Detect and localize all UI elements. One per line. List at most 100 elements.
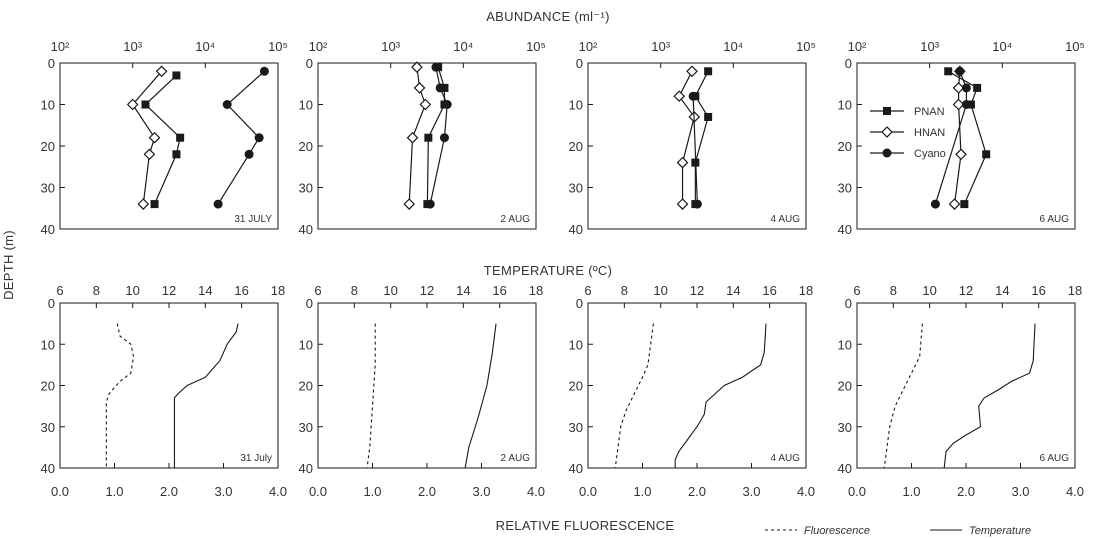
x-tick-label: 16: [234, 283, 248, 298]
y-tick-label: 40: [569, 461, 583, 476]
y-tick-label: 20: [299, 139, 313, 154]
data-point-cyano: [930, 199, 940, 209]
x-tick-label: 2.0: [160, 484, 178, 499]
data-point-pnan: [960, 200, 969, 209]
data-point-cyano: [244, 149, 254, 159]
y-tick-label: 0: [48, 56, 55, 71]
data-point-hnan: [406, 131, 419, 144]
x-tick-label: 10²: [579, 39, 598, 54]
y-tick-label: 20: [569, 139, 583, 154]
legend-marker: [882, 148, 892, 158]
abundance-panel: 0 10 20 30 40 10² 10³ 10⁴ 10⁵ 6 AUG: [838, 39, 1085, 237]
data-point-pnan: [172, 150, 181, 159]
x-tick-label: 18: [799, 283, 813, 298]
data-point-hnan: [952, 98, 965, 111]
x-tick-label: 4.0: [269, 484, 287, 499]
profile-panel: 0 10 20 30 40 6 8 10 12 14 16 18 0.0 1.0 2.0 3.0 4.0 31 J…: [41, 283, 288, 499]
temperature-profile-line: [674, 323, 767, 468]
y-tick-label: 0: [845, 296, 852, 311]
x-tick-label: 10³: [920, 39, 939, 54]
x-tick-label: 18: [271, 283, 285, 298]
y-tick-label: 10: [299, 98, 313, 113]
data-point-hnan: [955, 148, 967, 161]
y-tick-label: 0: [306, 56, 313, 71]
x-tick-label: 18: [1068, 283, 1082, 298]
y-tick-label: 20: [299, 379, 313, 394]
x-tick-label: 16: [492, 283, 506, 298]
fluorescence-profile-line: [614, 323, 654, 469]
x-tick-label: 8: [351, 283, 358, 298]
x-tick-label: 3.0: [472, 484, 490, 499]
x-tick-label: 14: [456, 283, 470, 298]
data-point-cyano: [442, 100, 452, 109]
data-point-cyano: [439, 133, 449, 143]
data-point-cyano: [222, 100, 232, 109]
y-tick-label: 30: [299, 181, 313, 196]
temperature-profile-line: [173, 323, 239, 468]
data-point-pnan: [982, 150, 991, 159]
date-label: 4 AUG: [771, 214, 801, 225]
data-point-cyano: [213, 199, 223, 209]
x-tick-label: 14: [995, 283, 1009, 298]
y-tick-label: 10: [838, 337, 852, 352]
x-tick-label: 2.0: [418, 484, 436, 499]
temperature-profile-line: [943, 323, 1036, 469]
y-tick-label: 40: [838, 222, 852, 237]
data-point-hnan: [952, 82, 965, 94]
y-tick-label: 40: [41, 222, 55, 237]
x-tick-label: 0.0: [309, 484, 327, 499]
data-point-cyano: [425, 199, 435, 209]
date-label: 31 July: [240, 453, 272, 464]
abundance-panel: 0 10 20 30 40 10² 10³ 10⁴ 10⁵ 31 JULY: [41, 39, 288, 237]
data-point-hnan: [137, 198, 150, 210]
profile-panel: 0 10 20 30 40 6 8 10 12 14 16 18 0.0 1.0 2.0 3.0 4.0 4 AU…: [569, 283, 816, 499]
x-tick-label: 10⁴: [723, 39, 743, 54]
x-tick-label: 10: [922, 283, 936, 298]
plot-frame: [317, 302, 537, 469]
date-label: 31 JULY: [234, 214, 272, 225]
plot-frame: [587, 302, 807, 469]
x-tick-label: 3.0: [214, 484, 232, 499]
data-point-pnan: [973, 83, 982, 92]
data-point-hnan: [948, 198, 961, 210]
x-tick-label: 3.0: [1011, 484, 1029, 499]
date-label: 6 AUG: [1040, 214, 1070, 225]
x-tick-label: 4.0: [797, 484, 815, 499]
data-point-hnan: [673, 90, 686, 103]
abundance-axis-title: ABUNDANCE (ml⁻¹): [486, 9, 610, 24]
x-tick-label: 10³: [123, 39, 142, 54]
data-point-hnan: [413, 82, 426, 94]
y-tick-label: 30: [41, 420, 55, 435]
y-tick-label: 20: [41, 379, 55, 394]
y-tick-label: 30: [299, 420, 313, 435]
y-tick-label: 20: [838, 139, 852, 154]
data-point-cyano: [692, 199, 702, 209]
y-tick-label: 40: [41, 461, 55, 476]
x-tick-label: 16: [762, 283, 776, 298]
y-tick-label: 30: [569, 181, 583, 196]
y-tick-label: 0: [576, 296, 583, 311]
x-tick-label: 2.0: [957, 484, 975, 499]
data-point-cyano: [431, 62, 441, 72]
x-tick-label: 10⁵: [796, 39, 816, 54]
x-tick-label: 0.0: [51, 484, 69, 499]
date-label: 4 AUG: [771, 453, 801, 464]
data-point-pnan: [944, 67, 953, 76]
x-tick-label: 6: [56, 283, 63, 298]
legend-label: HNAN: [914, 127, 945, 139]
data-point-pnan: [704, 67, 713, 76]
data-point-cyano: [435, 83, 445, 93]
legend-marker: [883, 107, 891, 115]
x-tick-label: 10: [653, 283, 667, 298]
x-tick-label: 14: [726, 283, 740, 298]
x-tick-label: 1.0: [105, 484, 123, 499]
profile-panel: 0 10 20 30 40 6 8 10 12 14 16 18 0.0 1.0 2.0 3.0 4.0 2 AU…: [299, 283, 546, 499]
y-tick-label: 40: [299, 222, 313, 237]
data-point-hnan: [419, 98, 432, 111]
profile-panel: 0 10 20 30 40 6 8 10 12 14 16 18 0.0 1.0 2.0 3.0 4.0 6 AU…: [838, 283, 1085, 499]
data-point-cyano: [961, 83, 971, 93]
abundance-panel: 0 10 20 30 40 10² 10³ 10⁴ 10⁵ 2 AUG: [299, 39, 546, 237]
abundance-legend: PNAN HNAN Cyano: [870, 106, 946, 160]
x-tick-label: 1.0: [633, 484, 651, 499]
series-line-pnan: [144, 75, 181, 205]
